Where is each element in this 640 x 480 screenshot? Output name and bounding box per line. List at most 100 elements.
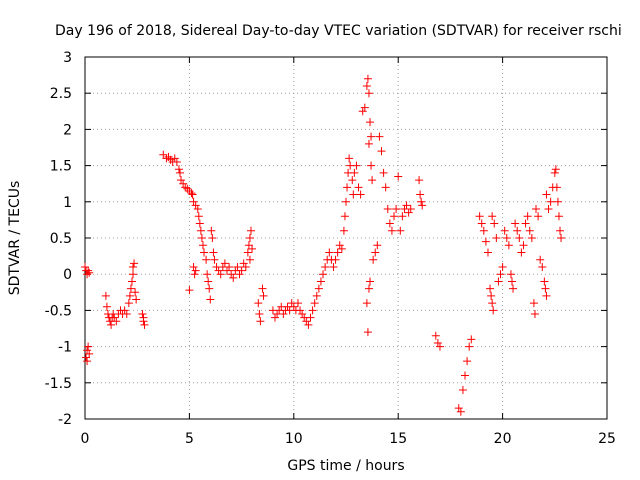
- y-tick-label: 3: [63, 50, 72, 66]
- data-point: [490, 219, 499, 228]
- data-point: [394, 172, 403, 181]
- data-point: [556, 226, 565, 235]
- data-point: [176, 168, 185, 177]
- data-point: [366, 118, 375, 127]
- data-point: [542, 291, 551, 300]
- data-point: [488, 299, 497, 308]
- data-point: [465, 342, 474, 351]
- data-point: [331, 255, 340, 264]
- data-point: [525, 226, 534, 235]
- data-point: [101, 291, 110, 300]
- data-point: [498, 262, 507, 271]
- data-point: [207, 226, 216, 235]
- data-point: [534, 212, 543, 221]
- data-point: [507, 277, 516, 286]
- data-point: [132, 295, 141, 304]
- data-point: [544, 205, 553, 214]
- data-point: [124, 299, 133, 308]
- data-point: [335, 241, 344, 250]
- data-point: [538, 262, 547, 271]
- data-point: [461, 371, 470, 380]
- data-point: [494, 277, 503, 286]
- data-point: [216, 270, 225, 279]
- data-point: [204, 277, 213, 286]
- data-point: [496, 270, 505, 279]
- data-point: [363, 74, 372, 83]
- data-point: [102, 302, 111, 311]
- data-point: [349, 190, 358, 199]
- data-point: [406, 205, 415, 214]
- data-point: [174, 165, 183, 174]
- data-point: [337, 244, 346, 253]
- y-axis-title: SDTVAR / TECUs: [7, 181, 23, 296]
- data-point: [126, 284, 135, 293]
- data-point: [308, 306, 317, 315]
- data-point: [205, 284, 214, 293]
- data-point: [110, 313, 119, 322]
- data-point: [345, 154, 354, 163]
- data-point: [83, 270, 92, 279]
- y-tick-label: 0.5: [50, 231, 72, 247]
- data-point: [513, 226, 522, 235]
- x-tick-label: 25: [598, 431, 616, 447]
- data-point: [314, 284, 323, 293]
- data-point: [404, 208, 413, 217]
- data-point: [310, 299, 319, 308]
- data-point: [483, 248, 492, 257]
- y-tick-label: -1.5: [45, 376, 72, 392]
- data-point: [550, 168, 559, 177]
- data-point: [125, 291, 134, 300]
- data-point: [477, 219, 486, 228]
- data-point: [417, 197, 426, 206]
- data-point: [193, 205, 202, 214]
- data-point: [454, 404, 463, 413]
- data-point: [433, 338, 442, 347]
- data-point: [396, 226, 405, 235]
- data-point: [188, 190, 197, 199]
- data-point: [379, 168, 388, 177]
- data-point: [170, 154, 179, 163]
- data-point: [246, 226, 255, 235]
- data-point: [385, 219, 394, 228]
- data-point: [506, 270, 515, 279]
- data-point: [181, 183, 190, 192]
- data-point: [367, 161, 376, 170]
- data-point: [364, 89, 373, 98]
- data-point: [519, 241, 528, 250]
- data-point: [258, 284, 267, 293]
- data-point: [235, 270, 244, 279]
- data-point: [373, 241, 382, 250]
- y-tick-label: 2: [63, 122, 72, 138]
- data-point: [130, 259, 139, 268]
- data-point: [435, 342, 444, 351]
- data-point: [368, 176, 377, 185]
- y-tick-label: 2.5: [50, 86, 72, 102]
- data-point: [85, 268, 94, 277]
- data-point: [321, 262, 330, 271]
- data-point: [202, 255, 211, 264]
- data-point: [416, 190, 425, 199]
- data-point: [131, 288, 140, 297]
- data-point: [129, 262, 138, 271]
- data-point: [458, 386, 467, 395]
- data-point: [371, 248, 380, 257]
- data-point: [296, 306, 305, 315]
- data-point: [390, 212, 399, 221]
- data-point: [245, 234, 254, 242]
- data-point: [363, 328, 372, 337]
- data-point: [138, 310, 147, 319]
- x-axis-title: GPS time / hours: [287, 458, 404, 474]
- data-point: [366, 277, 375, 286]
- data-point: [189, 262, 198, 271]
- data-point: [83, 357, 92, 366]
- data-point: [463, 357, 472, 366]
- data-point: [271, 313, 280, 322]
- data-point: [530, 310, 539, 319]
- data-point: [542, 190, 551, 199]
- data-point: [402, 201, 411, 210]
- data-point: [551, 165, 560, 174]
- data-point: [225, 262, 234, 271]
- data-point: [191, 201, 200, 210]
- data-point: [140, 320, 149, 329]
- data-point: [354, 183, 363, 192]
